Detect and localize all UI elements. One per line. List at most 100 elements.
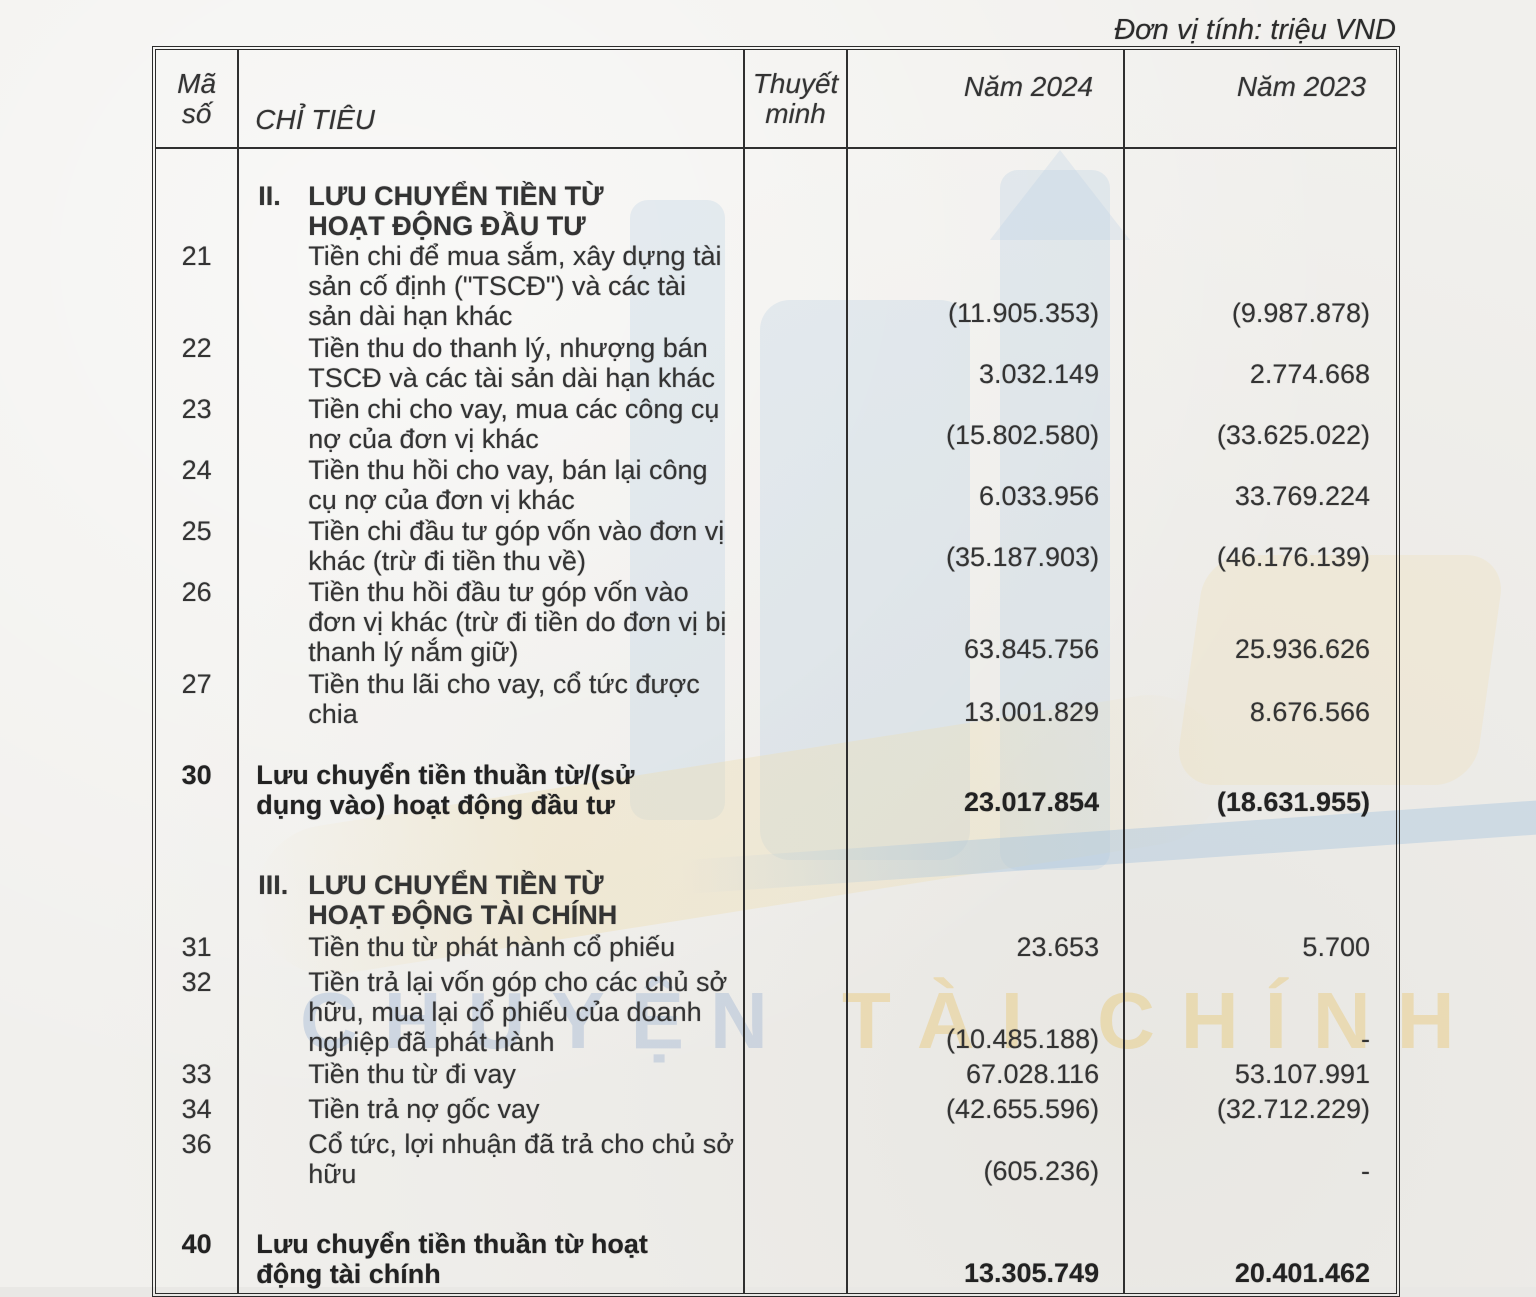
row-code: 26 — [181, 577, 212, 607]
header-notes-line2: minh — [765, 97, 826, 129]
column-header-code: Mã số — [156, 50, 239, 149]
value-2023: - — [1123, 1129, 1396, 1191]
row-code: 25 — [181, 516, 212, 546]
value-2024: (42.655.596) — [846, 1094, 1125, 1129]
notes-cell — [742, 932, 848, 967]
notes-cell — [742, 516, 848, 577]
table-row: 25 Tiền chi đầu tư góp vốn vào đơn vị kh… — [156, 516, 1396, 577]
row-code: 32 — [181, 967, 212, 997]
table-row: 34 Tiền trả nợ gốc vay (42.655.596) (32.… — [156, 1094, 1396, 1129]
row-code: 33 — [181, 1059, 212, 1089]
row-label-cell: Tiền thu từ phát hành cổ phiếu — [237, 932, 744, 967]
row-code: 21 — [181, 241, 212, 271]
notes-cell — [742, 1191, 848, 1293]
notes-cell — [742, 148, 848, 241]
notes-cell — [742, 1059, 848, 1094]
notes-cell — [742, 577, 848, 669]
row-label-cell: Tiền thu lãi cho vay, cổ tức được chia — [237, 669, 744, 732]
value-2024: 23.017.854 — [846, 732, 1125, 822]
value-2024: 23.653 — [846, 932, 1125, 967]
value-2024 — [846, 148, 1125, 241]
notes-cell — [742, 394, 848, 455]
column-header-notes: Thuyết minh — [742, 50, 848, 149]
section-label-line1: LƯU CHUYỂN TIỀN TỪ — [308, 870, 604, 900]
row-label-cell: Tiền thu hồi đầu tư góp vốn vào đơn vị k… — [237, 577, 744, 669]
value-2023: 53.107.991 — [1123, 1059, 1396, 1094]
table-row: 22 Tiền thu do thanh lý, nhượng bán TSCĐ… — [156, 333, 1396, 394]
value-2024: 67.028.116 — [846, 1059, 1125, 1094]
notes-cell — [742, 1129, 848, 1191]
row-label: Tiền chi đầu tư góp vốn vào đơn vị khác … — [308, 516, 725, 576]
value-2023: 20.401.462 — [1123, 1191, 1396, 1293]
row-label: Tiền thu từ phát hành cổ phiếu — [308, 932, 676, 962]
table-header-row: Mã số CHỈ TIÊU Thuyết minh Năm 2024 Năm … — [156, 50, 1396, 149]
row-label-cell: Tiền chi cho vay, mua các công cụ nợ của… — [237, 394, 744, 455]
cash-flow-table: Mã số CHỈ TIÊU Thuyết minh Năm 2024 Năm … — [152, 46, 1400, 1297]
value-2023 — [1123, 148, 1396, 241]
value-2023: 25.936.626 — [1123, 577, 1396, 669]
value-2023: (32.712.229) — [1123, 1094, 1396, 1129]
row-code: 31 — [181, 932, 212, 962]
value-2023: 33.769.224 — [1123, 455, 1396, 516]
table-row: 33 Tiền thu từ đi vay 67.028.116 53.107.… — [156, 1059, 1396, 1094]
notes-cell — [742, 455, 848, 516]
row-label: Lưu chuyển tiền thuần từ/(sử dụng vào) h… — [256, 760, 635, 820]
table-row-total-30: 30 Lưu chuyển tiền thuần từ/(sử dụng vào… — [156, 732, 1396, 822]
value-2023: 8.676.566 — [1123, 669, 1396, 732]
row-label-cell: Tiền thu do thanh lý, nhượng bán TSCĐ và… — [237, 333, 744, 394]
column-header-title: CHỈ TIÊU — [237, 50, 744, 149]
row-code: 23 — [181, 394, 212, 424]
row-code: 34 — [181, 1094, 212, 1124]
row-code: 40 — [181, 1229, 212, 1259]
row-label-cell: Lưu chuyển tiền thuần từ hoạt động tài c… — [237, 1191, 744, 1293]
row-label: Tiền thu lãi cho vay, cổ tức được chia — [308, 669, 700, 729]
value-2023: (46.176.139) — [1123, 516, 1396, 577]
unit-label: Đơn vị tính: triệu VND — [1114, 14, 1396, 46]
value-2024: (15.802.580) — [846, 394, 1125, 455]
value-2024: (35.187.903) — [846, 516, 1125, 577]
section-numeral: III. — [258, 870, 289, 900]
value-2023: - — [1123, 967, 1396, 1059]
row-label: Tiền thu do thanh lý, nhượng bán TSCĐ và… — [308, 333, 715, 393]
row-code — [156, 148, 238, 241]
notes-cell — [742, 822, 848, 932]
table-row-total-40: 40 Lưu chuyển tiền thuần từ hoạt động tà… — [156, 1191, 1396, 1293]
row-label: Cổ tức, lợi nhuận đã trả cho chủ sở hữu — [308, 1129, 734, 1189]
row-label-cell: Tiền chi để mua sắm, xây dựng tài sản cố… — [237, 241, 744, 333]
row-code: 24 — [181, 455, 212, 485]
section-numeral: II. — [258, 181, 281, 211]
header-code-line2: số — [181, 97, 212, 129]
table-row: 27 Tiền thu lãi cho vay, cổ tức được chi… — [156, 669, 1396, 732]
value-2023: 5.700 — [1123, 932, 1396, 967]
row-label-cell: Lưu chuyển tiền thuần từ/(sử dụng vào) h… — [237, 732, 744, 822]
value-2023: (33.625.022) — [1123, 394, 1396, 455]
header-notes-line1: Thuyết — [752, 67, 839, 99]
row-label: Lưu chuyển tiền thuần từ hoạt động tài c… — [256, 1229, 648, 1289]
table-row: 26 Tiền thu hồi đầu tư góp vốn vào đơn v… — [156, 577, 1396, 669]
row-label-cell: Tiền chi đầu tư góp vốn vào đơn vị khác … — [237, 516, 744, 577]
row-code — [156, 822, 238, 932]
table-row: 36 Cổ tức, lợi nhuận đã trả cho chủ sở h… — [156, 1129, 1396, 1191]
value-2024: (605.236) — [846, 1129, 1125, 1191]
value-2023: (9.987.878) — [1123, 241, 1396, 333]
value-2024: (10.485.188) — [846, 967, 1125, 1059]
notes-cell — [742, 333, 848, 394]
section-label-line1: LƯU CHUYỂN TIỀN TỪ — [308, 181, 604, 211]
value-2024: 13.305.749 — [846, 1191, 1125, 1293]
notes-cell — [742, 732, 848, 822]
row-label-cell: Tiền thu từ đi vay — [237, 1059, 744, 1094]
header-code-line1: Mã — [177, 67, 217, 99]
row-label-cell: Tiền trả nợ gốc vay — [237, 1094, 744, 1129]
row-code: 27 — [181, 669, 212, 699]
row-label-cell: Cổ tức, lợi nhuận đã trả cho chủ sở hữu — [237, 1129, 744, 1191]
value-2024: 3.032.149 — [846, 333, 1125, 394]
row-code: 30 — [181, 760, 212, 790]
section-label: III. LƯU CHUYỂN TIỀN TỪ HOẠT ĐỘNG TÀI CH… — [237, 822, 744, 932]
section-label-line2: HOẠT ĐỘNG TÀI CHÍNH — [308, 900, 618, 930]
table-row: 31 Tiền thu từ phát hành cổ phiếu 23.653… — [156, 932, 1396, 967]
value-2024: 63.845.756 — [846, 577, 1125, 669]
section-label-line2: HOẠT ĐỘNG ĐẦU TƯ — [308, 211, 586, 241]
notes-cell — [742, 967, 848, 1059]
column-header-year-2024: Năm 2024 — [846, 50, 1125, 149]
